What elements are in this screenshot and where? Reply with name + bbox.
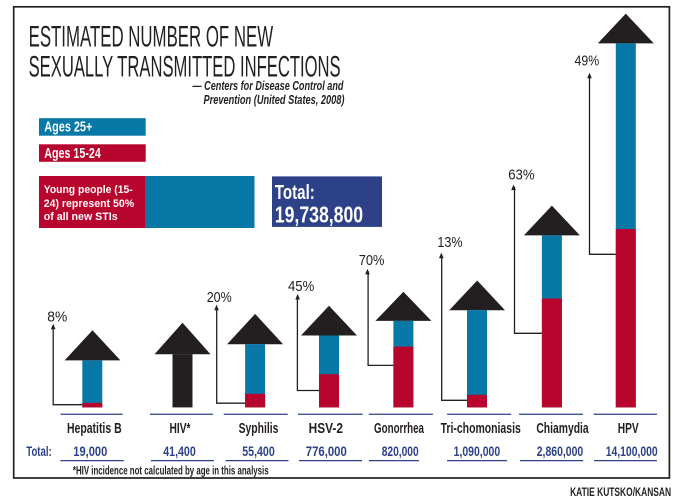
svg-text:70%: 70%: [359, 252, 385, 269]
svg-text:Syphilis: Syphilis: [239, 421, 279, 437]
svg-text:ESTIMATED NUMBER OF NEW: ESTIMATED NUMBER OF NEW: [29, 20, 274, 53]
svg-text:Ages 25+: Ages 25+: [44, 119, 92, 136]
svg-text:19,000: 19,000: [73, 444, 107, 460]
svg-text:HSV-2: HSV-2: [309, 421, 343, 437]
svg-text:24) represent 50%: 24) represent 50%: [44, 198, 135, 210]
svg-text:Hepatitis B: Hepatitis B: [67, 421, 122, 437]
svg-text:HPV: HPV: [618, 421, 639, 437]
svg-text:8%: 8%: [47, 309, 67, 326]
svg-text:Gonorrhea: Gonorrhea: [374, 421, 425, 437]
svg-text:776,000: 776,000: [306, 444, 347, 460]
svg-text:Chiamydia: Chiamydia: [536, 421, 589, 437]
svg-text:Ages 15-24: Ages 15-24: [44, 145, 101, 162]
svg-text:41,400: 41,400: [163, 444, 196, 460]
svg-text:63%: 63%: [508, 166, 534, 183]
svg-text:HIV*: HIV*: [170, 421, 191, 437]
svg-text:820,000: 820,000: [382, 444, 419, 460]
svg-text:13%: 13%: [437, 234, 462, 251]
svg-text:19,738,800: 19,738,800: [275, 201, 363, 227]
svg-text:Tri-chomoniasis: Tri-chomoniasis: [441, 421, 521, 437]
svg-text:14,100,000: 14,100,000: [606, 444, 658, 460]
svg-text:SEXUALLY TRANSMITTED INFECTION: SEXUALLY TRANSMITTED INFECTIONS: [29, 50, 341, 83]
svg-text:— Centers for Disease Control: — Centers for Disease Control and: [192, 78, 344, 93]
svg-text:20%: 20%: [207, 289, 232, 306]
svg-text:1,090,000: 1,090,000: [454, 444, 501, 460]
svg-text:KATIE KUTSKO/KANSAN: KATIE KUTSKO/KANSAN: [570, 485, 671, 499]
svg-text:45%: 45%: [288, 278, 314, 295]
svg-text:of all new STIs: of all new STIs: [44, 211, 118, 223]
svg-text:Total:: Total:: [275, 182, 315, 204]
svg-text:Total:: Total:: [26, 444, 51, 460]
svg-text:Young people (15-: Young people (15-: [44, 184, 133, 196]
svg-text:49%: 49%: [575, 53, 600, 70]
svg-text:*HIV incidence not calculated: *HIV incidence not calculated by age in …: [73, 465, 269, 477]
svg-text:55,400: 55,400: [242, 444, 275, 460]
svg-text:2,860,000: 2,860,000: [537, 444, 584, 460]
svg-text:Prevention (United States, 200: Prevention (United States, 2008): [204, 92, 345, 107]
